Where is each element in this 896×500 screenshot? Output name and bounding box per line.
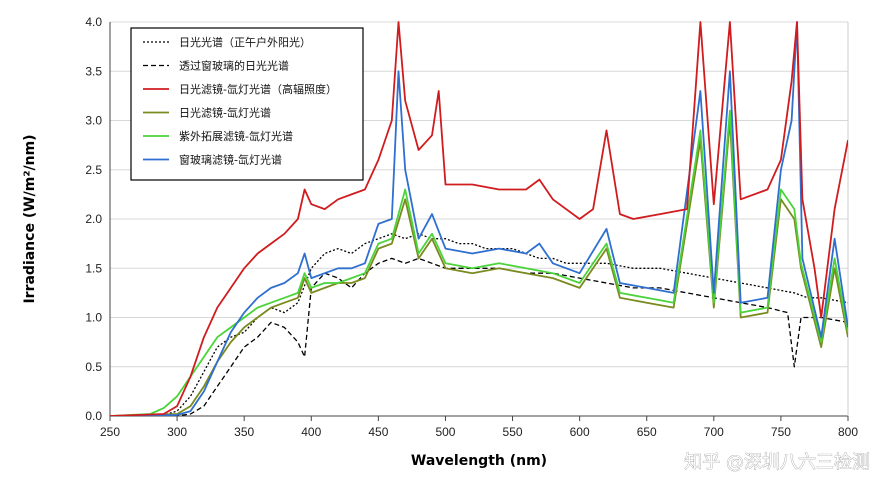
legend-label: 透过窗玻璃的日光光谱 [179, 59, 289, 73]
watermark-text: 知乎 @深圳八六三检测 [684, 452, 870, 473]
x-tick-label: 350 [234, 425, 254, 439]
legend-label: 日光光谱（正午户外阳光） [179, 35, 311, 49]
legend-label: 日光滤镜-氙灯光谱 [179, 106, 271, 120]
legend-label: 窗玻璃滤镜-氙灯光谱 [179, 153, 282, 167]
series-line-1 [110, 233, 848, 416]
tick-labels: 0.0 0.5 1.0 1.5 2.0 2.5 3.0 3.5 4.0 250 300 350 400 4… [85, 15, 858, 439]
x-tick-label: 250 [100, 425, 120, 439]
y-axis-title: Irradiance (W/m²/nm) [22, 134, 38, 303]
y-tick-label: 4.0 [85, 15, 102, 29]
y-tick-label: 3.5 [85, 64, 102, 78]
x-tick-label: 500 [435, 425, 455, 439]
x-tick-label: 650 [637, 425, 657, 439]
y-tick-label: 0.0 [85, 409, 102, 423]
series-line-4 [110, 119, 848, 416]
y-tick-label: 0.5 [85, 360, 102, 374]
x-tick-label: 300 [167, 425, 187, 439]
x-tick-label: 550 [503, 425, 523, 439]
series-line-3 [110, 21, 848, 416]
x-tick-label: 700 [704, 425, 724, 439]
x-tick-label: 450 [368, 425, 388, 439]
series-lines [110, 21, 848, 416]
legend-box [130, 27, 364, 181]
x-tick-label: 400 [301, 425, 321, 439]
legend-label: 日光滤镜-氙灯光谱（高辐照度） [179, 82, 337, 96]
y-tick-label: 2.0 [85, 212, 102, 226]
axes [109, 22, 849, 421]
y-tick-label: 1.0 [85, 311, 102, 325]
x-tick-label: 800 [838, 425, 858, 439]
y-tick-label: 2.5 [85, 163, 102, 177]
y-tick-label: 1.5 [85, 261, 102, 275]
x-tick-label: 600 [570, 425, 590, 439]
y-tick-label: 3.0 [85, 114, 102, 128]
legend-label: 紫外拓展滤镜-氙灯光谱 [179, 129, 293, 143]
series-line-6 [110, 21, 848, 416]
series-line-5 [110, 109, 848, 416]
x-axis-title: Wavelength (nm) [411, 453, 547, 469]
x-tick-label: 750 [771, 425, 791, 439]
series-line-2 [110, 257, 848, 416]
